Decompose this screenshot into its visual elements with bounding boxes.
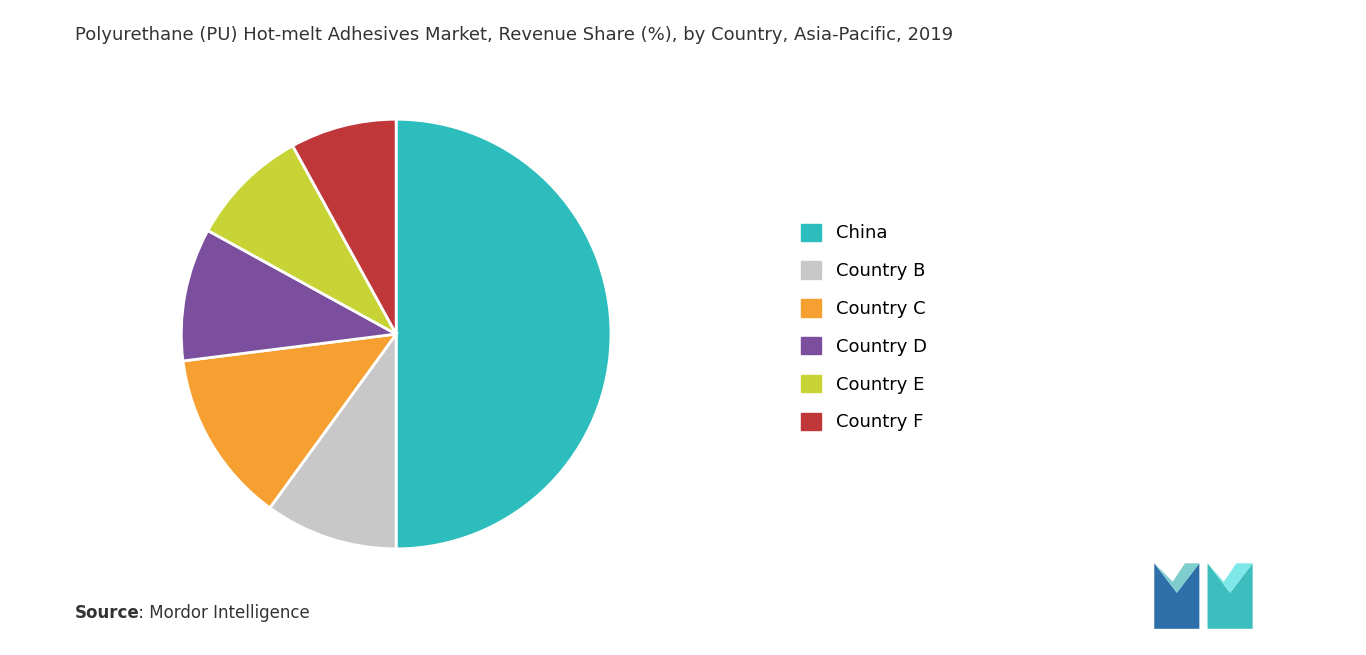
Wedge shape bbox=[208, 146, 396, 334]
Wedge shape bbox=[183, 334, 396, 508]
Polygon shape bbox=[1208, 563, 1253, 629]
Polygon shape bbox=[1154, 563, 1199, 629]
Legend: China, Country B, Country C, Country D, Country E, Country F: China, Country B, Country C, Country D, … bbox=[802, 224, 926, 431]
Polygon shape bbox=[1208, 563, 1253, 593]
Wedge shape bbox=[270, 334, 396, 549]
Text: Source: Source bbox=[75, 605, 139, 622]
Wedge shape bbox=[396, 119, 611, 549]
Wedge shape bbox=[292, 119, 396, 334]
Text: : Mordor Intelligence: : Mordor Intelligence bbox=[133, 605, 309, 622]
Polygon shape bbox=[1154, 563, 1199, 593]
Text: Polyurethane (PU) Hot-melt Adhesives Market, Revenue Share (%), by Country, Asia: Polyurethane (PU) Hot-melt Adhesives Mar… bbox=[75, 26, 953, 44]
Wedge shape bbox=[182, 231, 396, 361]
